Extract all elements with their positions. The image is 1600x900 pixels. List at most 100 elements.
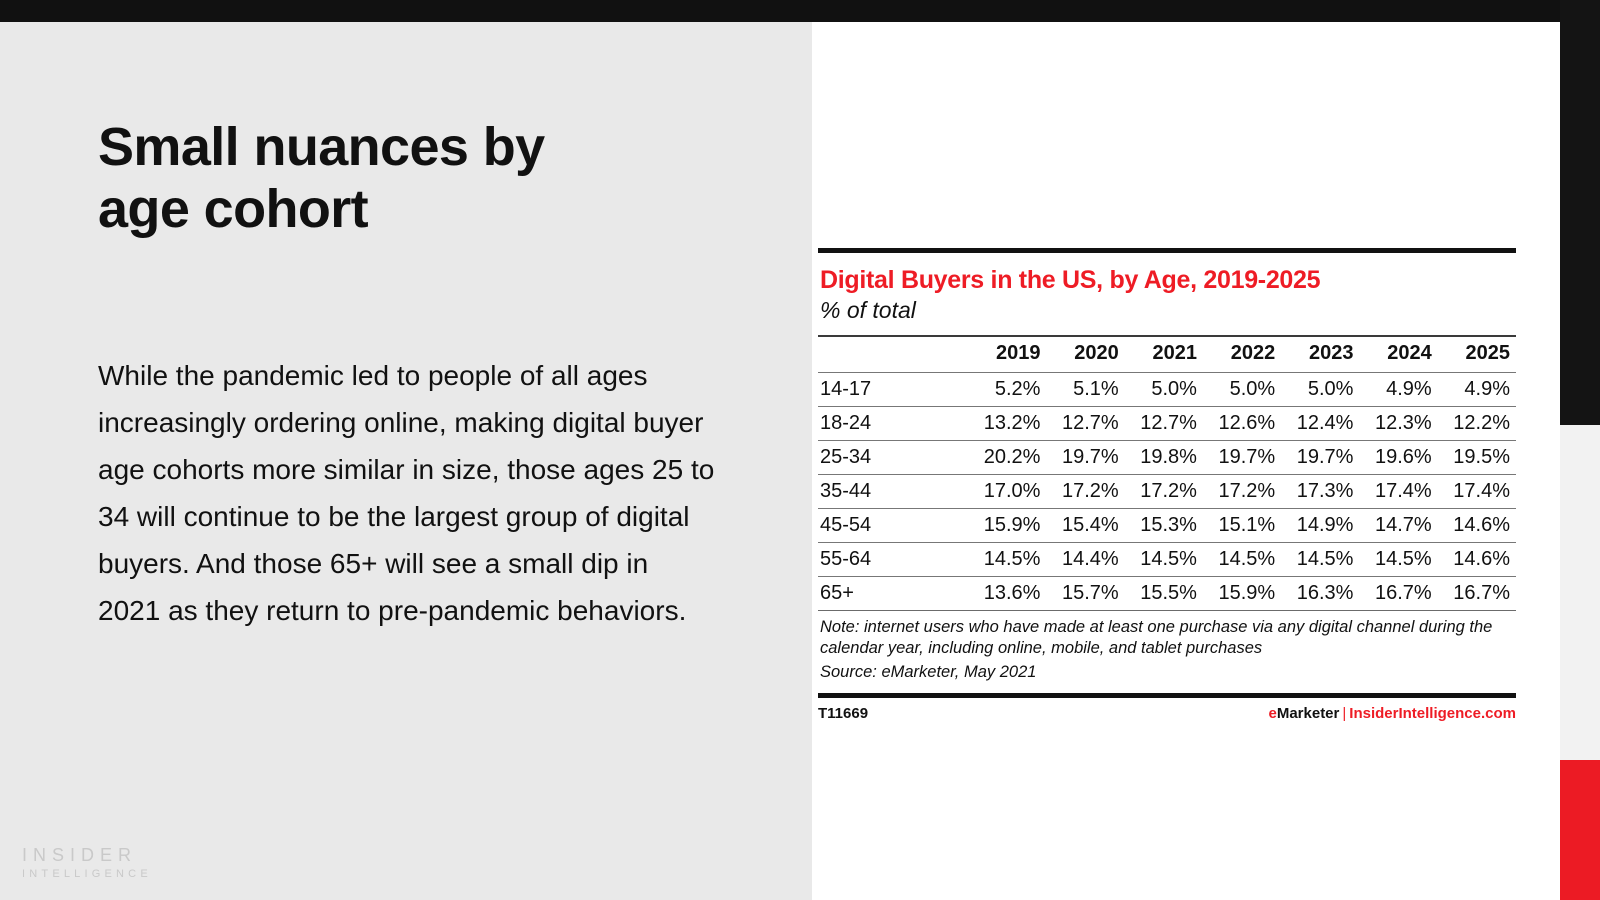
row-label-45-54: 45-54 [820, 513, 872, 536]
cell-18-24-2021: 12.7% [1140, 411, 1197, 434]
chart-subtitle: % of total [820, 297, 916, 323]
cell-55-64-2021: 14.5% [1140, 547, 1197, 570]
right-edge-black-block [1560, 0, 1600, 425]
row-label-65-plus: 65+ [820, 581, 854, 604]
column-header-2020: 2020 [1074, 341, 1119, 364]
cell-45-54-2019: 15.9% [983, 513, 1041, 536]
page-title: Small nuances by age cohort [98, 117, 738, 240]
cell-55-64-2022: 14.5% [1218, 547, 1276, 570]
row-label-35-44: 35-44 [820, 479, 872, 502]
row-label-55-64: 55-64 [820, 547, 872, 570]
digital-buyers-table: 2019 2020 2021 2022 2023 2024 2025 14-17… [818, 337, 1516, 610]
column-header-age [818, 337, 968, 373]
brand-marketer: Marketer [1276, 704, 1340, 722]
cell-25-34-2023: 19.7% [1296, 445, 1354, 468]
emarketer-brand: eMarketer | InsiderIntelligence.com [1268, 705, 1516, 722]
table-row: 65+ 13.6% 15.7% 15.5% 15.9% 16.3% 16.7% … [818, 576, 1516, 610]
column-header-2023: 2023 [1308, 341, 1354, 364]
cell-45-54-2023: 14.9% [1296, 513, 1354, 536]
brand-separator: | [1342, 704, 1347, 722]
cell-45-54-2022: 15.1% [1218, 513, 1276, 536]
brand-website[interactable]: InsiderIntelligence.com [1349, 704, 1516, 722]
cell-65-plus-2019: 13.6% [983, 581, 1041, 604]
cell-35-44-2019: 17.0% [983, 479, 1041, 502]
table-body: 14-17 5.2% 5.1% 5.0% 5.0% 5.0% 4.9% 4.9%… [818, 372, 1516, 610]
cell-45-54-2025: 14.6% [1453, 513, 1510, 536]
chart-header-rule [818, 334, 1516, 337]
cell-45-54-2024: 14.7% [1375, 513, 1432, 536]
cell-25-34-2020: 19.7% [1062, 445, 1119, 468]
left-content-panel: Small nuances by age cohort While the pa… [0, 22, 812, 900]
table-row: 25-34 20.2% 19.7% 19.8% 19.7% 19.7% 19.6… [818, 440, 1516, 474]
cell-45-54-2021: 15.3% [1140, 513, 1197, 536]
cell-18-24-2023: 12.4% [1296, 411, 1354, 434]
cell-18-24-2019: 13.2% [983, 411, 1041, 434]
cell-35-44-2022: 17.2% [1218, 479, 1276, 502]
top-black-bar [0, 0, 1600, 22]
chart-id: T11669 [818, 704, 869, 722]
column-header-2019: 2019 [995, 341, 1041, 364]
chart-title: Digital Buyers in the US, by Age, 2019-2… [820, 266, 1321, 294]
cell-14-17-2024: 4.9% [1386, 377, 1432, 400]
column-header-2022: 2022 [1230, 341, 1276, 364]
cell-65-plus-2025: 16.7% [1453, 581, 1510, 604]
cell-35-44-2025: 17.4% [1453, 479, 1510, 502]
cell-65-plus-2021: 15.5% [1140, 581, 1197, 604]
cell-35-44-2021: 17.2% [1140, 479, 1197, 502]
insider-intelligence-logo: INSIDER INTELLIGENCE [22, 844, 152, 883]
cell-45-54-2020: 15.4% [1062, 513, 1119, 536]
cell-14-17-2021: 5.0% [1151, 377, 1197, 400]
cell-25-34-2021: 19.8% [1140, 445, 1197, 468]
brand-e: e [1268, 704, 1277, 722]
cell-65-plus-2023: 16.3% [1296, 581, 1354, 604]
emarketer-chart-card: Digital Buyers in the US, by Age, 2019-2… [818, 248, 1516, 722]
column-header-2021: 2021 [1152, 341, 1197, 364]
table-row: 55-64 14.5% 14.4% 14.5% 14.5% 14.5% 14.5… [818, 542, 1516, 576]
table-bottom-rule [818, 609, 1516, 611]
chart-top-rule [818, 248, 1516, 253]
cell-55-64-2024: 14.5% [1375, 547, 1432, 570]
right-edge-red-block [1560, 760, 1600, 900]
cell-25-34-2024: 19.6% [1375, 445, 1432, 468]
table-header-row: 2019 2020 2021 2022 2023 2024 2025 [818, 337, 1516, 373]
cell-35-44-2024: 17.4% [1375, 479, 1432, 502]
chart-bottom-rule [818, 692, 1516, 698]
cell-18-24-2022: 12.6% [1218, 411, 1276, 434]
table-row: 14-17 5.2% 5.1% 5.0% 5.0% 5.0% 4.9% 4.9% [818, 372, 1516, 406]
logo-word-intelligence: INTELLIGENCE [22, 868, 152, 881]
cell-55-64-2025: 14.6% [1453, 547, 1510, 570]
column-header-2025: 2025 [1465, 341, 1511, 364]
cell-18-24-2024: 12.3% [1375, 411, 1432, 434]
cell-55-64-2023: 14.5% [1296, 547, 1354, 570]
cell-14-17-2023: 5.0% [1307, 377, 1354, 400]
chart-footer: T11669 eMarketer | InsiderIntelligence.com [818, 698, 1516, 722]
table-row: 18-24 13.2% 12.7% 12.7% 12.6% 12.4% 12.3… [818, 406, 1516, 440]
page-title-line-1: Small nuances by [98, 117, 545, 177]
row-label-25-34: 25-34 [820, 445, 872, 468]
cell-35-44-2023: 17.3% [1296, 479, 1354, 502]
cell-55-64-2020: 14.4% [1062, 547, 1119, 570]
cell-65-plus-2020: 15.7% [1062, 581, 1119, 604]
cell-55-64-2019: 14.5% [983, 547, 1041, 570]
right-edge-gray-block [1560, 425, 1600, 760]
table-row: 45-54 15.9% 15.4% 15.3% 15.1% 14.9% 14.7… [818, 508, 1516, 542]
page-title-line-2: age cohort [98, 178, 369, 239]
column-header-2024: 2024 [1387, 341, 1432, 364]
cell-14-17-2020: 5.1% [1073, 377, 1119, 400]
cell-14-17-2019: 5.2% [994, 377, 1041, 400]
cell-25-34-2025: 19.5% [1453, 445, 1510, 468]
cell-25-34-2019: 20.2% [983, 445, 1041, 468]
cell-18-24-2025: 12.2% [1453, 411, 1510, 434]
row-label-14-17: 14-17 [820, 377, 872, 400]
row-label-18-24: 18-24 [820, 411, 872, 434]
chart-source: Source: eMarketer, May 2021 [820, 663, 1037, 682]
cell-14-17-2025: 4.9% [1464, 377, 1510, 400]
table-row: 35-44 17.0% 17.2% 17.2% 17.2% 17.3% 17.4… [818, 474, 1516, 508]
chart-note: Note: internet users who have made at le… [820, 617, 1493, 658]
cell-35-44-2020: 17.2% [1062, 479, 1119, 502]
body-paragraph: While the pandemic led to people of all … [98, 360, 715, 627]
cell-14-17-2022: 5.0% [1229, 377, 1276, 400]
cell-18-24-2020: 12.7% [1062, 411, 1119, 434]
cell-25-34-2022: 19.7% [1218, 445, 1276, 468]
logo-word-insider: INSIDER [22, 845, 138, 865]
